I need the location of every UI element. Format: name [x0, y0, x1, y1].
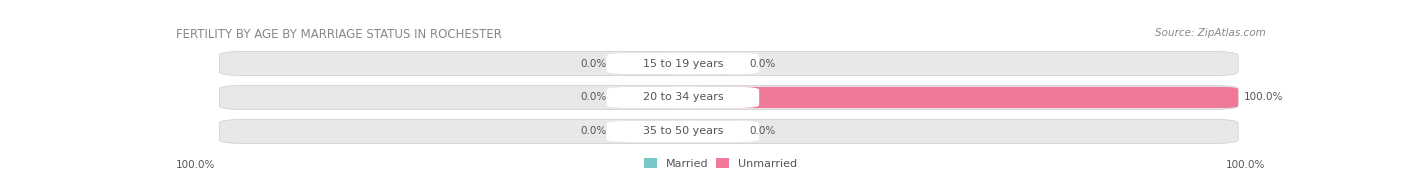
FancyBboxPatch shape — [612, 53, 683, 74]
FancyBboxPatch shape — [683, 87, 1239, 108]
FancyBboxPatch shape — [219, 51, 1239, 76]
FancyBboxPatch shape — [606, 121, 759, 142]
FancyBboxPatch shape — [606, 53, 759, 74]
Legend: Married, Unmarried: Married, Unmarried — [644, 158, 797, 169]
Text: 35 to 50 years: 35 to 50 years — [643, 126, 723, 136]
FancyBboxPatch shape — [612, 87, 683, 108]
Text: 0.0%: 0.0% — [579, 126, 606, 136]
Text: 0.0%: 0.0% — [749, 59, 776, 69]
Text: 100.0%: 100.0% — [176, 160, 215, 170]
Text: 0.0%: 0.0% — [749, 126, 776, 136]
Text: 0.0%: 0.0% — [579, 59, 606, 69]
Text: 15 to 19 years: 15 to 19 years — [643, 59, 723, 69]
FancyBboxPatch shape — [612, 121, 683, 142]
Text: FERTILITY BY AGE BY MARRIAGE STATUS IN ROCHESTER: FERTILITY BY AGE BY MARRIAGE STATUS IN R… — [176, 28, 502, 41]
FancyBboxPatch shape — [683, 53, 744, 74]
Text: 100.0%: 100.0% — [1244, 93, 1284, 103]
Text: 100.0%: 100.0% — [1226, 160, 1265, 170]
Text: 0.0%: 0.0% — [579, 93, 606, 103]
Text: 20 to 34 years: 20 to 34 years — [643, 93, 723, 103]
FancyBboxPatch shape — [606, 87, 759, 108]
Text: Source: ZipAtlas.com: Source: ZipAtlas.com — [1154, 28, 1265, 38]
FancyBboxPatch shape — [219, 119, 1239, 143]
FancyBboxPatch shape — [683, 121, 744, 142]
FancyBboxPatch shape — [219, 85, 1239, 110]
